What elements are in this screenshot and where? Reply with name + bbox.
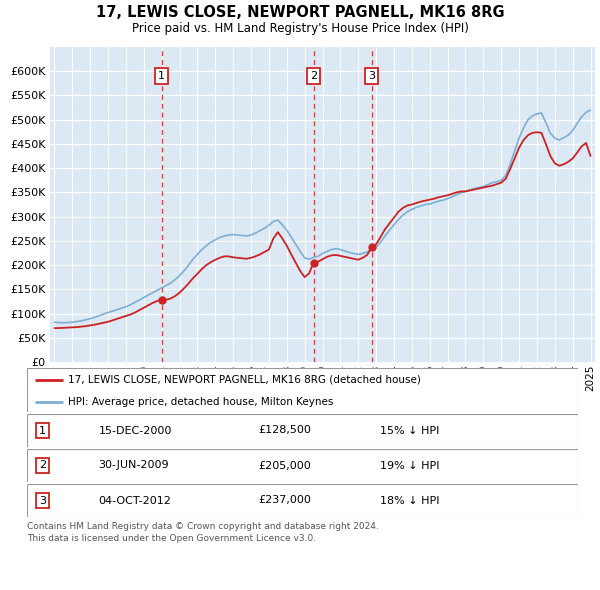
- Text: 1: 1: [39, 425, 46, 435]
- Text: Price paid vs. HM Land Registry's House Price Index (HPI): Price paid vs. HM Land Registry's House …: [131, 22, 469, 35]
- Text: 3: 3: [368, 71, 375, 81]
- Text: £205,000: £205,000: [259, 461, 311, 470]
- Text: 04-OCT-2012: 04-OCT-2012: [98, 496, 172, 506]
- Text: 2: 2: [39, 461, 46, 470]
- Text: 1: 1: [158, 71, 165, 81]
- Text: 17, LEWIS CLOSE, NEWPORT PAGNELL, MK16 8RG: 17, LEWIS CLOSE, NEWPORT PAGNELL, MK16 8…: [95, 5, 505, 20]
- Text: £128,500: £128,500: [259, 425, 311, 435]
- Text: 17, LEWIS CLOSE, NEWPORT PAGNELL, MK16 8RG (detached house): 17, LEWIS CLOSE, NEWPORT PAGNELL, MK16 8…: [68, 375, 421, 385]
- Text: 15-DEC-2000: 15-DEC-2000: [98, 425, 172, 435]
- Text: HPI: Average price, detached house, Milton Keynes: HPI: Average price, detached house, Milt…: [68, 397, 334, 407]
- Text: This data is licensed under the Open Government Licence v3.0.: This data is licensed under the Open Gov…: [27, 534, 316, 543]
- Text: 30-JUN-2009: 30-JUN-2009: [98, 461, 169, 470]
- Text: £237,000: £237,000: [259, 496, 311, 506]
- Text: 2: 2: [310, 71, 317, 81]
- Text: 3: 3: [39, 496, 46, 506]
- Text: Contains HM Land Registry data © Crown copyright and database right 2024.: Contains HM Land Registry data © Crown c…: [27, 522, 379, 531]
- Text: 18% ↓ HPI: 18% ↓ HPI: [380, 496, 439, 506]
- Text: 15% ↓ HPI: 15% ↓ HPI: [380, 425, 439, 435]
- Text: 19% ↓ HPI: 19% ↓ HPI: [380, 461, 439, 470]
